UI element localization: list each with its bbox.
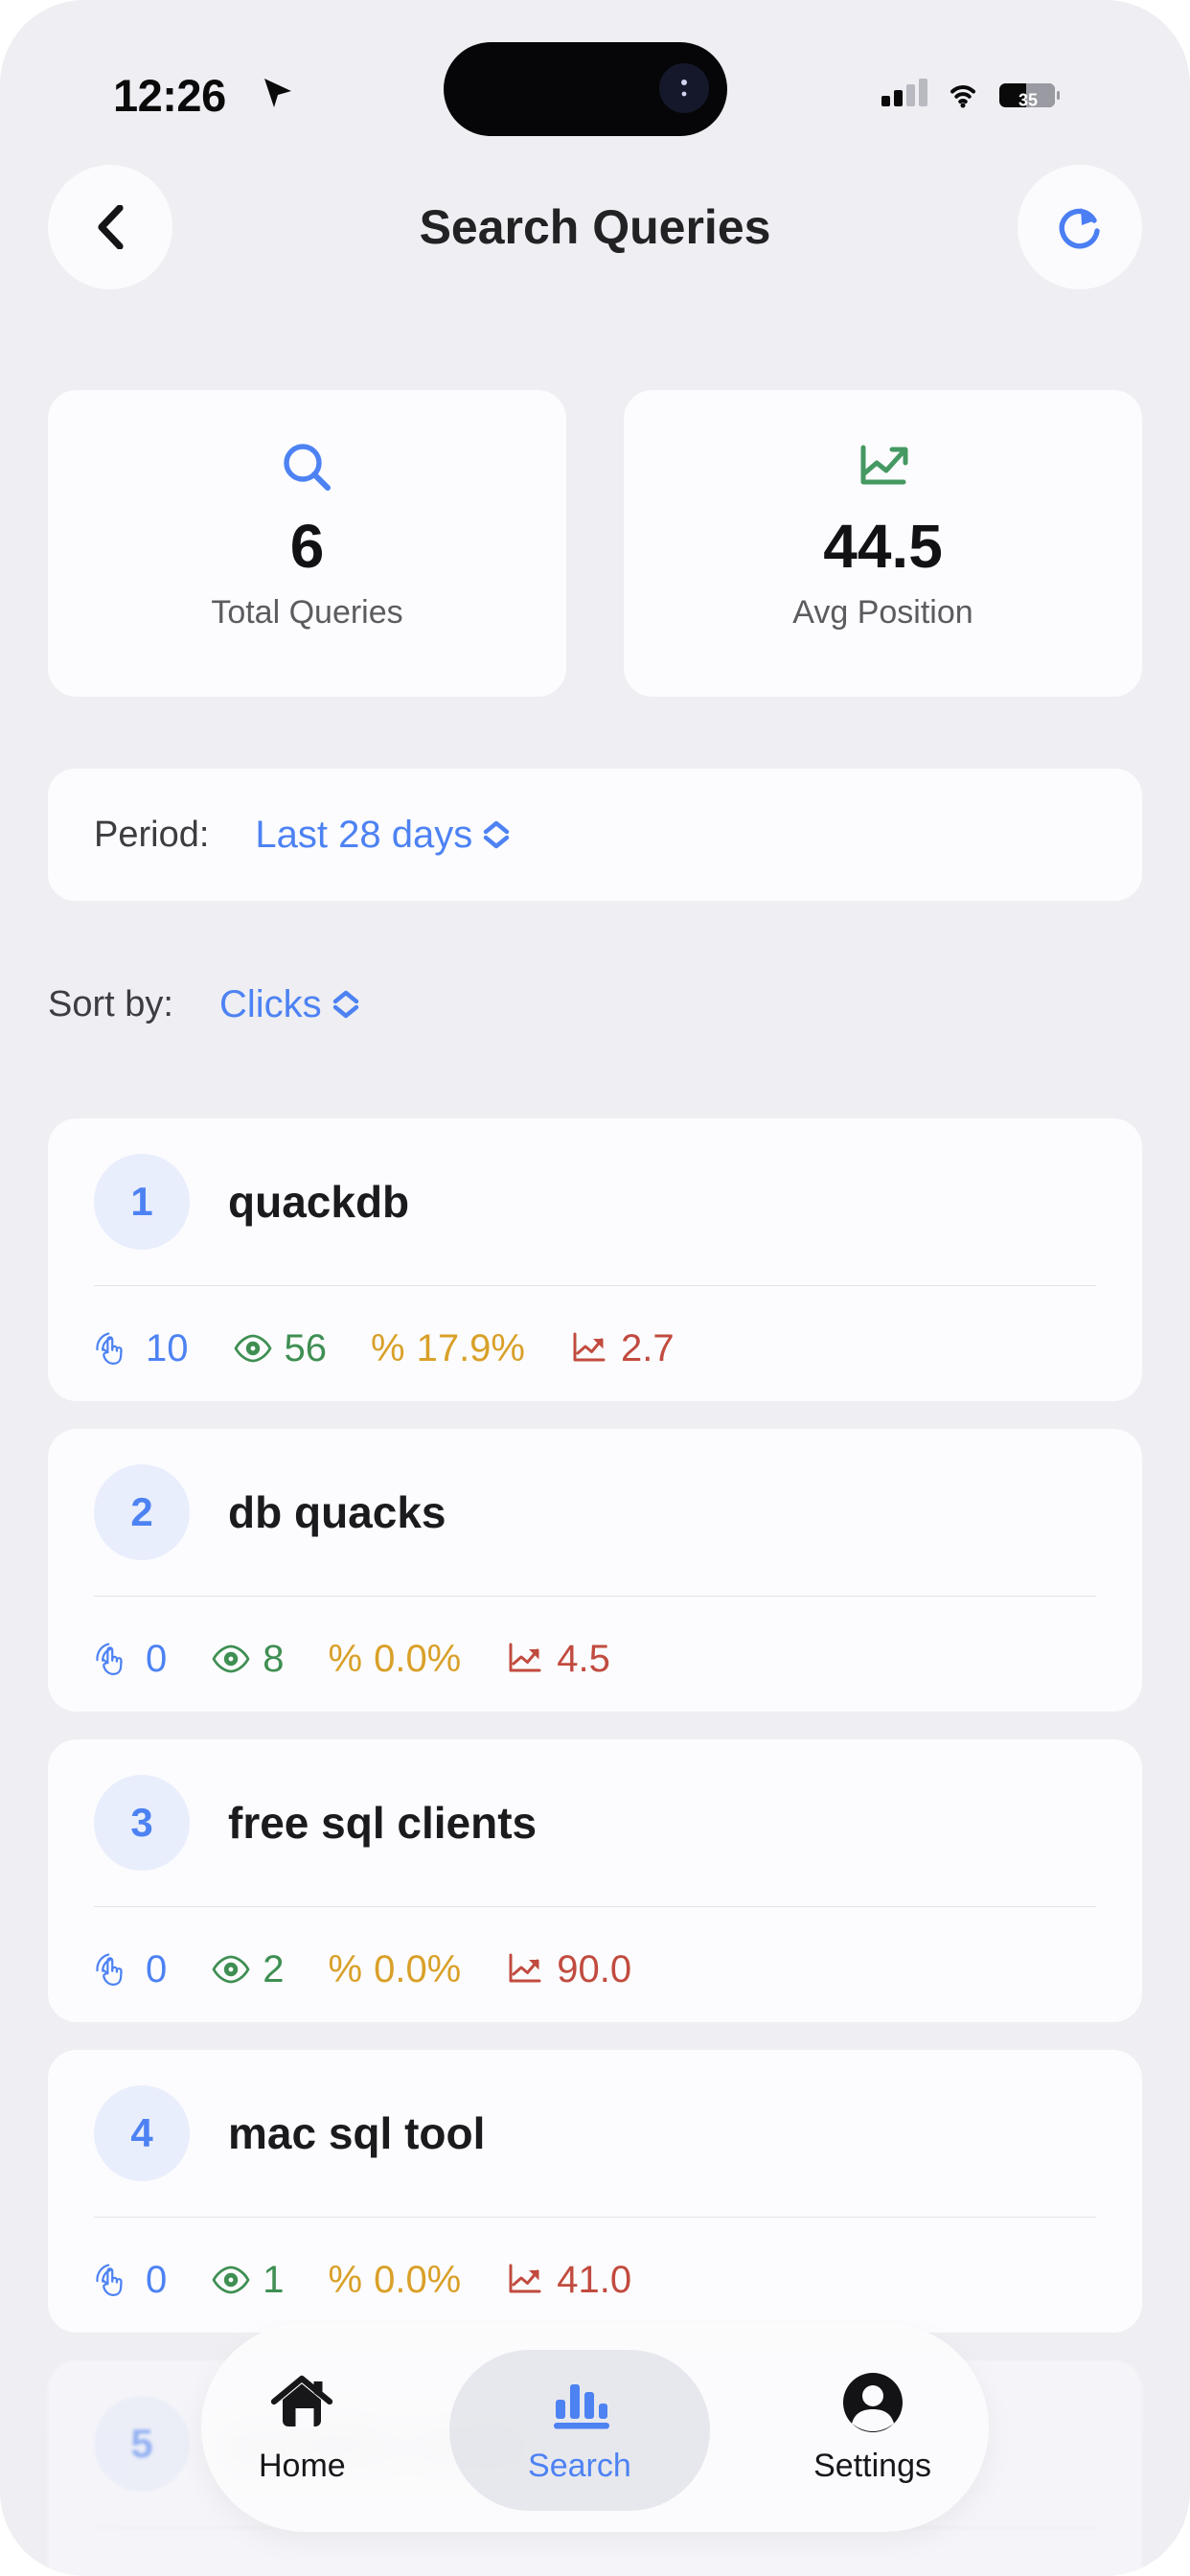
svg-text:35: 35 (1018, 90, 1038, 109)
